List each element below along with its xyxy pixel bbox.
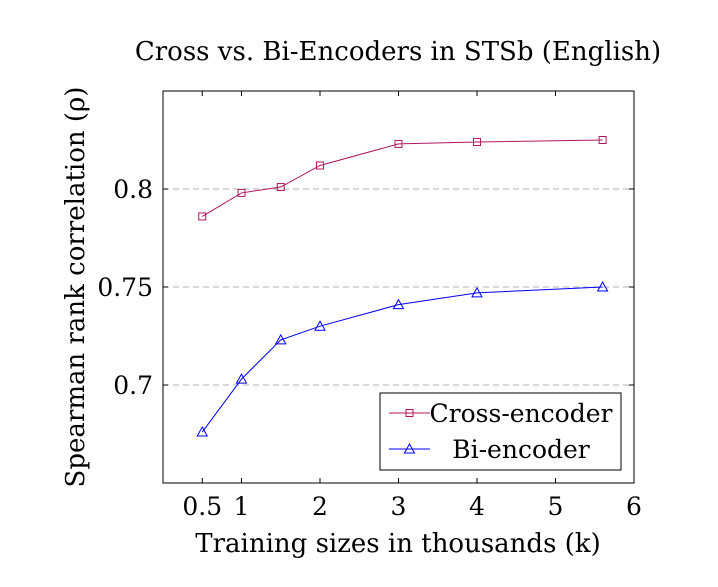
data-point — [314, 320, 326, 331]
legend-swatch-marker — [405, 409, 414, 417]
data-point — [316, 161, 324, 170]
x-tick-label: 4 — [469, 492, 485, 521]
x-axis-label: Training sizes in thousands (k) — [195, 529, 600, 559]
grid-lines — [163, 188, 634, 386]
legend-item: Bi-encoder — [389, 435, 590, 464]
data-point — [237, 188, 246, 197]
data-point — [274, 333, 287, 345]
y-tick-label: 0.8 — [113, 175, 153, 204]
x-tick-label: 6 — [626, 492, 642, 521]
data-point — [235, 373, 248, 384]
x-tick-label: 1 — [234, 492, 250, 521]
legend: Cross-encoder Bi-encoder — [379, 392, 622, 471]
legend-swatch-marker — [403, 442, 416, 454]
data-point — [598, 136, 607, 144]
legend-item: Cross-encoder — [389, 399, 613, 428]
series-square — [198, 136, 607, 221]
legend-box — [379, 392, 622, 471]
y-tick-label: 0.75 — [97, 273, 153, 302]
data-point — [471, 286, 483, 298]
data-point — [276, 183, 285, 192]
series-layer — [196, 136, 609, 437]
y-tick-label: 0.7 — [113, 371, 153, 400]
data-point — [596, 280, 609, 292]
legend-label: Cross-encoder — [430, 399, 613, 428]
data-point — [473, 137, 481, 146]
data-point — [198, 212, 207, 221]
y-axis-label: Spearman rank correlation (ρ) — [61, 87, 91, 488]
series-line — [201, 139, 603, 217]
data-point — [394, 139, 403, 148]
x-tick-label: 2 — [312, 492, 328, 521]
axis-ticks: 0.7 0.75 0.8 0.5 1 2 3 4 5 6 — [97, 91, 642, 521]
x-tick-label: 3 — [391, 492, 407, 521]
data-point — [196, 426, 209, 437]
x-tick-label: 5 — [548, 492, 564, 521]
series-triangle — [196, 280, 609, 437]
chart-title: Cross vs. Bi-Encoders in STSb (English) — [135, 37, 661, 67]
legend-label: Bi-encoder — [452, 435, 590, 464]
data-point — [392, 298, 405, 310]
x-tick-label: 0.5 — [182, 492, 222, 521]
series-line — [201, 286, 603, 433]
